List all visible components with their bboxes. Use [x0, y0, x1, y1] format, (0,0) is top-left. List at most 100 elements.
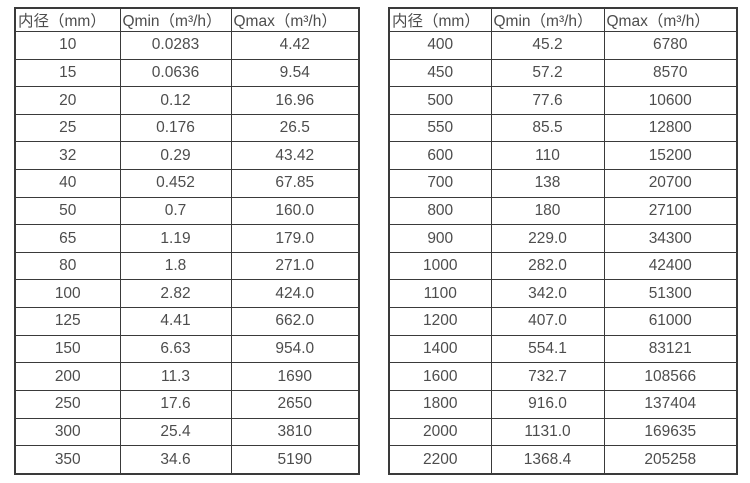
table-row: 600 110 15200 [388, 141, 738, 171]
table-row: 1100 342.0 51300 [388, 279, 738, 309]
header-qmax: Qmax（m³/h） [230, 7, 360, 32]
table-row: 50 0.7 160.0 [14, 196, 360, 226]
table-row: 150 6.63 954.0 [14, 334, 360, 364]
cell-diameter: 125 [14, 307, 121, 336]
cell-diameter: 2000 [388, 417, 492, 447]
cell-qmax: 3810 [230, 417, 360, 447]
table-row: 2000 1131.0 169635 [388, 417, 738, 447]
cell-qmin: 0.0283 [119, 31, 232, 60]
header-qmax: Qmax（m³/h） [603, 7, 738, 32]
table-body-small-diameters: 10 0.0283 4.42 15 0.0636 9.54 20 0.12 16.96 25 0.1… [14, 31, 360, 475]
cell-diameter: 1600 [388, 362, 492, 391]
table-row: 400 45.2 6780 [388, 31, 738, 60]
cell-qmin: 732.7 [490, 362, 605, 391]
cell-qmax: 4.42 [230, 31, 360, 60]
cell-qmin: 342.0 [490, 279, 605, 309]
cell-qmax: 205258 [603, 445, 738, 475]
cell-diameter: 450 [388, 58, 492, 88]
cell-qmin: 110 [490, 141, 605, 171]
cell-qmax: 34300 [603, 224, 738, 253]
cell-qmax: 16.96 [230, 86, 360, 115]
cell-diameter: 1200 [388, 307, 492, 336]
cell-qmin: 17.6 [119, 389, 232, 419]
header-row: 内径（mm） Qmin（m³/h） Qmax（m³/h） [388, 7, 738, 32]
cell-qmin: 34.6 [119, 445, 232, 475]
cell-qmax: 1690 [230, 362, 360, 391]
cell-qmax: 2650 [230, 389, 360, 419]
table-row: 450 57.2 8570 [388, 58, 738, 88]
cell-diameter: 200 [14, 362, 121, 391]
cell-diameter: 900 [388, 224, 492, 253]
cell-diameter: 50 [14, 196, 121, 226]
table-row: 1600 732.7 108566 [388, 362, 738, 391]
cell-diameter: 800 [388, 196, 492, 226]
cell-diameter: 1800 [388, 389, 492, 419]
table-row: 2200 1368.4 205258 [388, 445, 738, 475]
cell-qmin: 57.2 [490, 58, 605, 88]
cell-qmin: 0.7 [119, 196, 232, 226]
table-row: 200 11.3 1690 [14, 362, 360, 391]
cell-diameter: 150 [14, 334, 121, 364]
header-qmin: Qmin（m³/h） [490, 7, 605, 32]
cell-qmin: 45.2 [490, 31, 605, 60]
cell-diameter: 550 [388, 113, 492, 143]
table-row: 1200 407.0 61000 [388, 307, 738, 336]
cell-diameter: 250 [14, 389, 121, 419]
cell-diameter: 65 [14, 224, 121, 253]
cell-qmin: 229.0 [490, 224, 605, 253]
cell-qmin: 407.0 [490, 307, 605, 336]
cell-qmax: 954.0 [230, 334, 360, 364]
table-row: 900 229.0 34300 [388, 224, 738, 253]
cell-qmin: 0.29 [119, 141, 232, 171]
cell-qmin: 77.6 [490, 86, 605, 115]
header-diameter: 内径（mm） [388, 7, 492, 32]
flow-table-small-diameters: 内径（mm） Qmin（m³/h） Qmax（m³/h） 10 0.0283 4.4… [14, 7, 360, 475]
cell-qmin: 138 [490, 169, 605, 198]
cell-diameter: 500 [388, 86, 492, 115]
cell-diameter: 1000 [388, 251, 492, 281]
cell-qmin: 4.41 [119, 307, 232, 336]
table-body-large-diameters: 400 45.2 6780 450 57.2 8570 500 77.6 10600 550 85.… [388, 31, 738, 475]
cell-diameter: 10 [14, 31, 121, 60]
cell-qmax: 10600 [603, 86, 738, 115]
cell-qmin: 180 [490, 196, 605, 226]
cell-diameter: 1400 [388, 334, 492, 364]
table-row: 125 4.41 662.0 [14, 307, 360, 336]
cell-qmax: 108566 [603, 362, 738, 391]
cell-qmax: 27100 [603, 196, 738, 226]
cell-qmax: 83121 [603, 334, 738, 364]
cell-qmin: 554.1 [490, 334, 605, 364]
cell-diameter: 80 [14, 251, 121, 281]
table-row: 250 17.6 2650 [14, 389, 360, 419]
cell-qmin: 25.4 [119, 417, 232, 447]
cell-qmin: 2.82 [119, 279, 232, 309]
cell-qmax: 8570 [603, 58, 738, 88]
header-row: 内径（mm） Qmin（m³/h） Qmax（m³/h） [14, 7, 360, 32]
table-row: 20 0.12 16.96 [14, 86, 360, 115]
table-row: 32 0.29 43.42 [14, 141, 360, 171]
cell-qmin: 11.3 [119, 362, 232, 391]
cell-qmax: 20700 [603, 169, 738, 198]
cell-diameter: 25 [14, 113, 121, 143]
cell-qmax: 424.0 [230, 279, 360, 309]
cell-diameter: 350 [14, 445, 121, 475]
cell-qmax: 169635 [603, 417, 738, 447]
cell-qmax: 42400 [603, 251, 738, 281]
table-row: 15 0.0636 9.54 [14, 58, 360, 88]
table-row: 40 0.452 67.85 [14, 169, 360, 198]
cell-qmax: 9.54 [230, 58, 360, 88]
table-row: 300 25.4 3810 [14, 417, 360, 447]
cell-qmin: 6.63 [119, 334, 232, 364]
cell-diameter: 300 [14, 417, 121, 447]
cell-qmax: 160.0 [230, 196, 360, 226]
cell-qmax: 12800 [603, 113, 738, 143]
cell-qmin: 1.8 [119, 251, 232, 281]
cell-qmin: 0.176 [119, 113, 232, 143]
cell-qmax: 26.5 [230, 113, 360, 143]
cell-qmax: 43.42 [230, 141, 360, 171]
table-row: 100 2.82 424.0 [14, 279, 360, 309]
table-row: 65 1.19 179.0 [14, 224, 360, 253]
cell-qmin: 0.452 [119, 169, 232, 198]
table-row: 1800 916.0 137404 [388, 389, 738, 419]
table-row: 350 34.6 5190 [14, 445, 360, 475]
